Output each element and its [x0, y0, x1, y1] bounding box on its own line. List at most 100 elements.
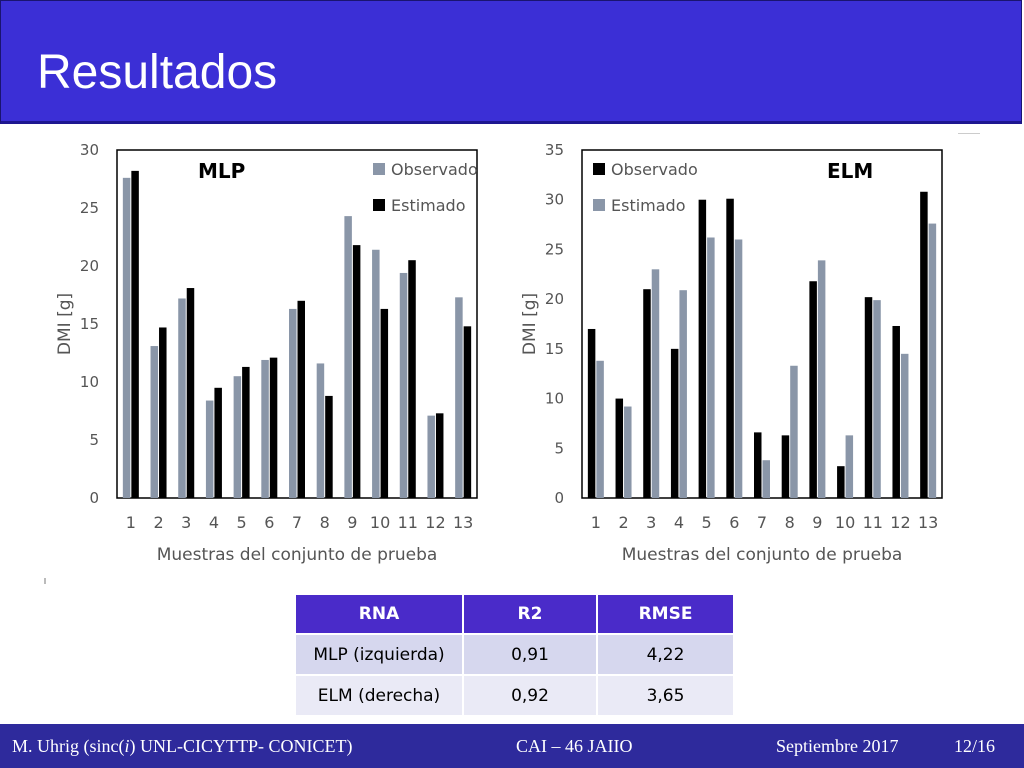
elm-bar-observado-9 [809, 281, 817, 498]
mlp-bar-observado-11 [399, 272, 408, 498]
elm-x-tick-label: 1 [591, 513, 601, 532]
mlp-x-tick-label: 10 [370, 513, 390, 532]
mlp-bar-estimado-10 [380, 308, 389, 498]
mlp-x-tick-label: 1 [126, 513, 136, 532]
elm-plot-frame [581, 149, 943, 499]
table-cell: 3,65 [596, 674, 735, 717]
mlp-bar-estimado-8 [325, 395, 333, 498]
mlp-y-axis-label: DMI [g] [55, 293, 75, 355]
title-bar: Resultados [0, 0, 1022, 124]
elm-x-tick-label: 3 [646, 513, 656, 532]
mlp-bar-estimado-9 [352, 245, 361, 498]
mlp-x-tick-label: 9 [347, 513, 357, 532]
decorative-line [958, 133, 980, 134]
elm-legend-label-observado: Observado [611, 160, 698, 179]
elm-bar-estimado-2 [624, 406, 632, 498]
mlp-bar-observado-1 [122, 177, 131, 498]
mlp-bar-observado-4 [205, 400, 214, 498]
elm-x-tick-label: 5 [702, 513, 712, 532]
header-rmse: RMSE [596, 593, 735, 635]
elm-bar-observado-4 [670, 348, 679, 498]
table-row: MLP (izquierda) 0,91 4,22 [294, 633, 735, 676]
mlp-x-tick-label: 11 [398, 513, 418, 532]
elm-x-tick-label: 7 [757, 513, 767, 532]
elm-bar-estimado-4 [679, 290, 687, 498]
elm-bar-estimado-9 [817, 260, 826, 498]
mlp-bar-estimado-4 [214, 387, 222, 498]
mlp-bar-estimado-1 [131, 170, 139, 498]
elm-bar-estimado-10 [845, 435, 854, 498]
mlp-bar-observado-6 [261, 359, 269, 498]
elm-bar-observado-10 [837, 466, 845, 498]
elm-x-tick-label: 2 [618, 513, 628, 532]
elm-bar-observado-3 [643, 289, 651, 498]
table-cell: 4,22 [596, 633, 735, 676]
elm-y-tick-label: 20 [545, 290, 564, 308]
elm-y-tick-label: 25 [545, 240, 564, 258]
mlp-bar-estimado-11 [408, 260, 416, 498]
mlp-legend-swatch-estimado [373, 199, 385, 211]
elm-bar-observado-7 [754, 432, 762, 498]
mlp-x-tick-label: 5 [237, 513, 247, 532]
mlp-legend-swatch-observado [373, 163, 385, 175]
mlp-x-tick-label: 3 [181, 513, 191, 532]
mlp-plot-frame [116, 149, 478, 499]
mlp-y-tick-label: 20 [80, 257, 99, 275]
footer-date: Septiembre 2017 [776, 736, 899, 756]
mlp-x-axis-label: Muestras del conjunto de prueba [157, 545, 438, 565]
table-cell: MLP (izquierda) [294, 633, 464, 676]
elm-bar-estimado-3 [651, 269, 660, 498]
mlp-x-tick-label: 7 [292, 513, 302, 532]
elm-x-tick-label: 9 [812, 513, 822, 532]
footer-page-number: 12/16 [954, 736, 996, 756]
elm-bar-observado-11 [864, 297, 873, 498]
elm-x-tick-label: 6 [729, 513, 739, 532]
mlp-bar-estimado-3 [186, 288, 195, 498]
elm-y-tick-label: 35 [545, 141, 564, 159]
elm-bar-observado-8 [781, 435, 790, 498]
elm-bar-observado-13 [920, 191, 928, 498]
mlp-bar-estimado-13 [463, 326, 472, 498]
mlp-x-tick-label: 4 [209, 513, 219, 532]
mlp-bar-estimado-12 [435, 413, 444, 498]
footer-author: M. Uhrig (sinc(i) UNL-CICYTTP- CONICET) [12, 736, 352, 757]
elm-bar-observado-1 [587, 328, 596, 498]
decorative-mark [44, 578, 46, 584]
mlp-legend-label-observado: Observado [391, 160, 478, 179]
mlp-bar-observado-7 [289, 308, 297, 498]
mlp-y-tick-label: 25 [80, 199, 99, 217]
header-rna: RNA [294, 593, 464, 635]
mlp-bar-observado-10 [372, 249, 380, 498]
mlp-y-tick-label: 0 [89, 489, 99, 507]
footer-author-italic: i [124, 736, 130, 756]
elm-bar-estimado-11 [873, 300, 881, 498]
mlp-x-tick-label: 8 [320, 513, 330, 532]
elm-x-tick-label: 12 [890, 513, 910, 532]
table-row: ELM (derecha) 0,92 3,65 [294, 674, 735, 717]
elm-y-tick-label: 5 [554, 439, 564, 457]
elm-x-tick-label: 10 [835, 513, 855, 532]
elm-y-tick-label: 30 [545, 191, 564, 209]
elm-x-axis-label: Muestras del conjunto de prueba [622, 545, 903, 565]
mlp-bar-observado-3 [178, 298, 186, 498]
slide-title: Resultados [37, 46, 278, 99]
elm-bar-estimado-6 [734, 239, 743, 498]
mlp-x-tick-label: 2 [153, 513, 163, 532]
mlp-y-tick-label: 10 [80, 373, 99, 391]
table-cell: ELM (derecha) [294, 674, 464, 717]
elm-legend-swatch-estimado [593, 199, 605, 211]
mlp-bar-observado-13 [455, 297, 463, 498]
elm-bar-estimado-12 [900, 353, 909, 498]
elm-x-tick-label: 11 [863, 513, 883, 532]
elm-bar-observado-5 [698, 199, 707, 498]
mlp-bar-observado-8 [316, 363, 325, 498]
mlp-bar-observado-2 [150, 346, 159, 498]
elm-y-tick-label: 0 [554, 489, 564, 507]
table-cell: 0,92 [462, 674, 598, 717]
elm-bar-estimado-5 [707, 237, 715, 499]
elm-chart-label: ELM [827, 159, 873, 183]
mlp-bar-estimado-7 [297, 300, 305, 498]
mlp-legend-label-estimado: Estimado [391, 196, 466, 215]
elm-bar-observado-12 [892, 325, 900, 498]
